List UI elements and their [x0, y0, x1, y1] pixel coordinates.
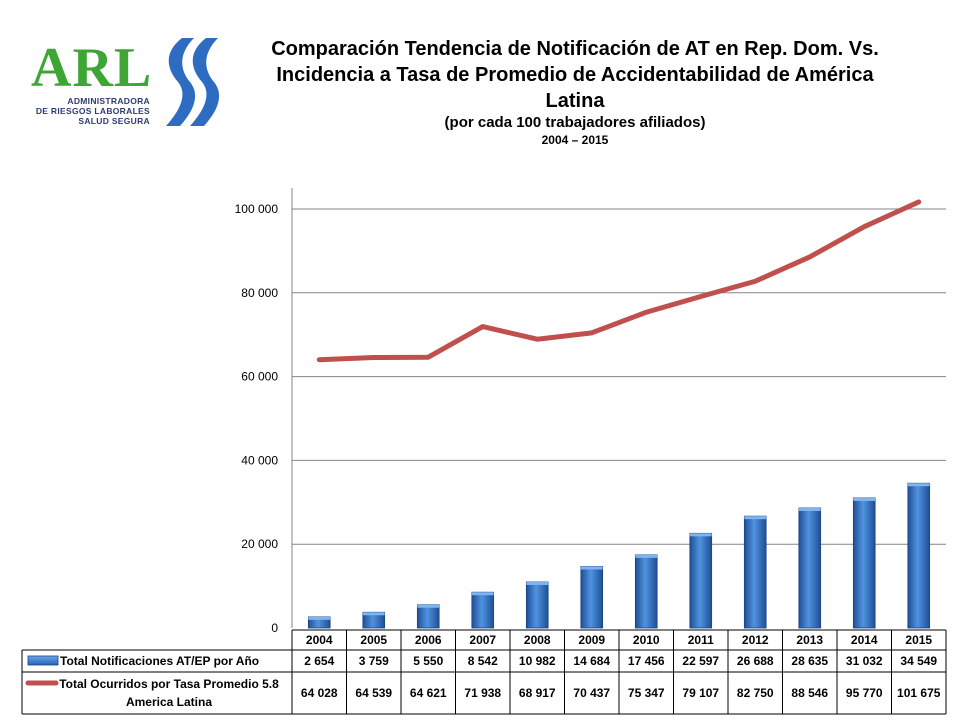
- data-label-line: 95 770: [846, 686, 883, 700]
- bar: [689, 532, 713, 629]
- x-tick-label: 2009: [578, 633, 605, 647]
- bar-top: [744, 516, 767, 520]
- x-tick-label: 2006: [415, 633, 442, 647]
- bar: [580, 566, 604, 629]
- bar-top: [689, 533, 712, 537]
- x-tick-label: 2015: [905, 633, 932, 647]
- data-label-bar: 28 635: [791, 654, 828, 668]
- line-series: [316, 199, 922, 363]
- arl-logo: ARL ADMINISTRADORA DE RIESGOS LABORALES …: [28, 32, 220, 132]
- data-label-line: 101 675: [897, 686, 941, 700]
- data-label-bar: 26 688: [737, 654, 774, 668]
- data-label-bar: 5 550: [413, 654, 443, 668]
- bar: [416, 604, 440, 629]
- chart-title-line: Latina: [545, 90, 605, 112]
- data-label-line: 68 917: [519, 686, 556, 700]
- bar: [634, 554, 658, 629]
- data-label-line: 64 028: [301, 686, 338, 700]
- data-label-bar: 10 982: [519, 654, 556, 668]
- data-label-line: 64 539: [355, 686, 392, 700]
- bar-top: [635, 554, 658, 558]
- x-tick-label: 2004: [306, 633, 333, 647]
- logo-subtitle: ADMINISTRADORA DE RIESGOS LABORALES SALU…: [28, 96, 150, 126]
- bar-top: [308, 616, 331, 620]
- bar-top: [362, 612, 385, 616]
- data-label-bar: 3 759: [359, 654, 389, 668]
- bar-top: [526, 581, 549, 585]
- series-name-line: America Latina: [126, 695, 212, 709]
- bar-top: [907, 483, 930, 487]
- logo-subtitle-line: SALUD SEGURA: [78, 116, 150, 126]
- x-tick-label: 2010: [633, 633, 660, 647]
- bar: [907, 482, 931, 629]
- bar-top: [580, 566, 603, 570]
- y-tick-label: 0: [271, 621, 278, 635]
- y-tick-label: 60 000: [241, 370, 278, 384]
- chart-subtitle: (por cada 100 trabajadores afiliados): [444, 114, 706, 131]
- data-label-line: 82 750: [737, 686, 774, 700]
- logo-swoosh-icon: [166, 38, 220, 126]
- x-tick-label: 2012: [742, 633, 769, 647]
- data-label-line: 75 347: [628, 686, 665, 700]
- series-name-bars: Total Notificaciones AT/EP por Año: [60, 654, 259, 668]
- y-tick-label: 80 000: [241, 286, 278, 300]
- y-tick-label: 100 000: [235, 202, 279, 216]
- x-tick-label: 2013: [796, 633, 823, 647]
- y-tick-label: 40 000: [241, 453, 278, 467]
- y-tick-label: 20 000: [241, 537, 278, 551]
- logo-subtitle-line: DE RIESGOS LABORALES: [35, 106, 150, 116]
- data-label-line: 88 546: [791, 686, 828, 700]
- data-label-line: 64 621: [410, 686, 447, 700]
- bar: [798, 507, 822, 629]
- logo-subtitle-line: ADMINISTRADORA: [67, 96, 150, 106]
- bar: [852, 497, 876, 629]
- data-label-line: 71 938: [464, 686, 501, 700]
- data-label-bar: 8 542: [468, 654, 498, 668]
- logo-wordmark: ARL: [31, 37, 153, 99]
- data-label-bar: 34 549: [900, 654, 937, 668]
- data-label-bar: 31 032: [846, 654, 883, 668]
- series-name-line: Total Ocurridos por Tasa Promedio 5.8: [59, 677, 279, 691]
- x-tick-label: 2014: [851, 633, 878, 647]
- data-label-bar: 14 684: [573, 654, 610, 668]
- data-label-bar: 2 654: [304, 654, 334, 668]
- data-label-bar: 22 597: [682, 654, 719, 668]
- bar-top: [417, 604, 440, 608]
- x-tick-label: 2005: [360, 633, 387, 647]
- bar: [743, 515, 767, 629]
- data-label-line: 79 107: [682, 686, 719, 700]
- chart-period: 2004 – 2015: [541, 133, 609, 147]
- chart-title-line: Incidencia a Tasa de Promedio de Acciden…: [276, 64, 874, 86]
- bar: [471, 591, 495, 629]
- legend-bar-swatch: [27, 655, 59, 666]
- bar-top: [798, 508, 821, 512]
- x-tick-label: 2008: [524, 633, 551, 647]
- data-label-bar: 17 456: [628, 654, 665, 668]
- data-label-line: 70 437: [573, 686, 610, 700]
- bar-top: [853, 497, 876, 501]
- bar-top: [471, 592, 494, 596]
- chart-title-line: Comparación Tendencia de Notificación de…: [271, 38, 879, 60]
- x-tick-label: 2007: [469, 633, 496, 647]
- chart-title-block: Comparación Tendencia de Notificación de…: [240, 36, 910, 148]
- bar: [525, 581, 549, 629]
- x-tick-label: 2011: [688, 633, 714, 647]
